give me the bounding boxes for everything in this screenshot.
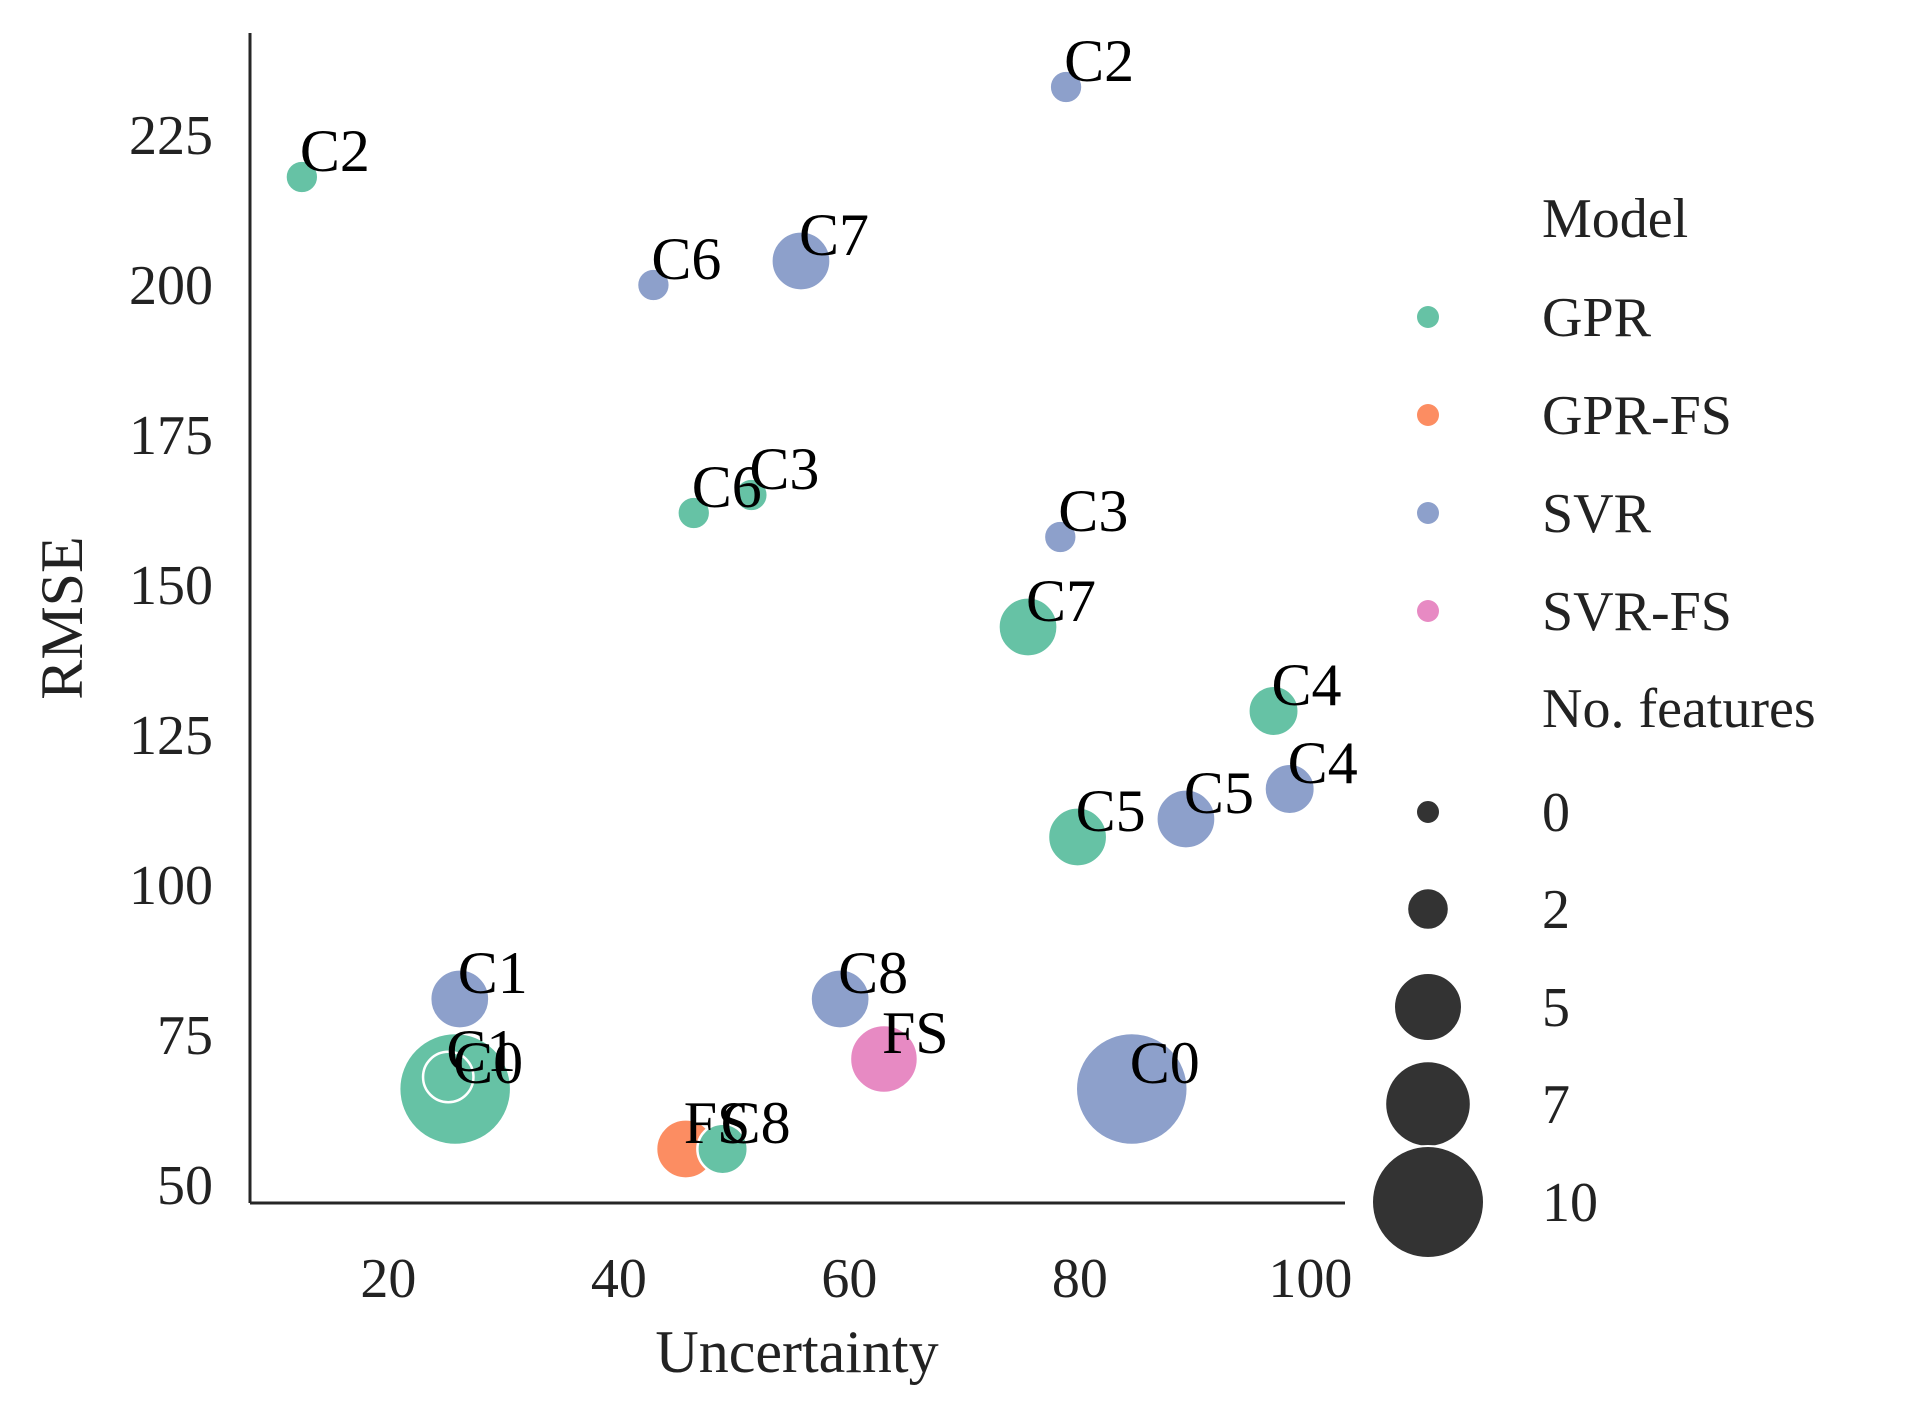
y-tick-label: 175: [129, 405, 213, 467]
data-point-svr-c7: [770, 230, 832, 292]
point-label-gpr-c0: C0: [453, 1030, 523, 1096]
data-point-gpr-c5: [1046, 806, 1109, 868]
y-axis-label: RMSE: [29, 536, 95, 699]
legend-size-label-7: 7: [1542, 1074, 1570, 1136]
legend-size-label-0: 0: [1542, 782, 1570, 844]
point-label-gpr-c4: C4: [1272, 652, 1342, 718]
legend-label-svr-fs: SVR-FS: [1542, 581, 1732, 643]
legend-size-marker-5: [1393, 972, 1463, 1042]
legend-size-title: No. features: [1542, 678, 1816, 740]
point-label-svr-c0: C0: [1130, 1030, 1200, 1096]
point-label-svr-c1: C1: [458, 940, 528, 1006]
data-point-gpr-c4: [1247, 684, 1300, 738]
point-label-gpr-c3: C3: [749, 436, 819, 502]
point-label-gpr-c5: C5: [1076, 778, 1146, 844]
point-label-svr-c3: C3: [1058, 478, 1128, 544]
x-tick-label: 20: [360, 1248, 416, 1310]
x-tick-label: 40: [591, 1248, 647, 1310]
legend-size-label-10: 10: [1542, 1172, 1598, 1234]
data-point-svr-c0: [1074, 1031, 1190, 1147]
point-label-svr-c6: C6: [651, 226, 721, 292]
legend-marker-gpr: [1417, 306, 1439, 328]
x-tick-label: 60: [821, 1248, 877, 1310]
x-axis-label: Uncertainty: [655, 1319, 938, 1385]
y-tick-labels: 50 75 100 125 150 175 200 225: [129, 105, 213, 1217]
data-point-gpr-c1: [421, 1050, 475, 1104]
y-tick-label: 225: [129, 105, 213, 167]
y-tick-label: 75: [157, 1005, 213, 1067]
point-label-svr-c2: C2: [1064, 28, 1134, 94]
legend-size-marker-0: [1415, 799, 1441, 825]
legend-hue-title: Model: [1542, 188, 1688, 250]
y-tick-label: 150: [129, 555, 213, 617]
legend-size-label-5: 5: [1542, 977, 1570, 1039]
legend-label-gpr-fs: GPR-FS: [1542, 385, 1732, 447]
legend-marker-svr: [1417, 502, 1439, 524]
y-tick-label: 125: [129, 705, 213, 767]
legend-size-marker-7: [1384, 1060, 1472, 1148]
data-point-svr-c4: [1263, 762, 1317, 816]
point-label-gpr-c2: C2: [300, 118, 370, 184]
point-label-svr-fs-fs: FS: [882, 1000, 949, 1066]
x-tick-label: 80: [1052, 1248, 1108, 1310]
data-point-gpr-c2: [284, 159, 320, 195]
legend-marker-gpr-fs: [1417, 404, 1439, 426]
legend-label-gpr: GPR: [1542, 287, 1652, 349]
data-point-gpr-c6: [676, 495, 712, 531]
point-label-gpr-c1: C1: [446, 1018, 516, 1084]
y-tick-label: 50: [157, 1155, 213, 1217]
data-point-svr-c5: [1155, 788, 1217, 850]
point-label-gpr-c7: C7: [1026, 568, 1096, 634]
x-tick-labels: 20 40 60 80 100: [360, 1248, 1352, 1310]
legend-size-marker-10: [1371, 1145, 1485, 1259]
data-point-svr-c2: [1048, 69, 1084, 105]
legend-label-svr: SVR: [1542, 483, 1652, 545]
point-label-svr-c4: C4: [1288, 730, 1358, 796]
data-point-gpr-c8: [696, 1122, 750, 1176]
data-point-svr-c6: [635, 267, 672, 303]
data-point-svr-c1: [428, 968, 491, 1030]
point-label-svr-c5: C5: [1184, 760, 1254, 826]
data-point-svr-fs-fs: [848, 1023, 920, 1095]
data-point-svr-c3: [1042, 519, 1078, 555]
point-label-gpr-fs-fs: FS: [684, 1090, 751, 1156]
point-label-svr-c8: C8: [838, 940, 908, 1006]
legend-size-marker-2: [1406, 887, 1450, 931]
point-label-gpr-c6: C6: [692, 454, 762, 520]
y-tick-label: 200: [129, 255, 213, 317]
point-label-svr-c7: C7: [799, 202, 869, 268]
data-point-svr-c8: [809, 968, 871, 1030]
x-tick-label: 100: [1268, 1248, 1352, 1310]
points-layer: [284, 69, 1317, 1180]
legend: Model No. features GPR GPR-FS SVR SVR-FS 0 2 5…: [1371, 188, 1816, 1259]
legend-size-label-2: 2: [1542, 879, 1570, 941]
data-point-gpr-c7: [997, 596, 1059, 658]
y-tick-label: 100: [129, 855, 213, 917]
data-point-gpr-c3: [733, 477, 770, 513]
point-label-gpr-c8: C8: [721, 1090, 791, 1156]
legend-marker-svr-fs: [1417, 600, 1439, 622]
